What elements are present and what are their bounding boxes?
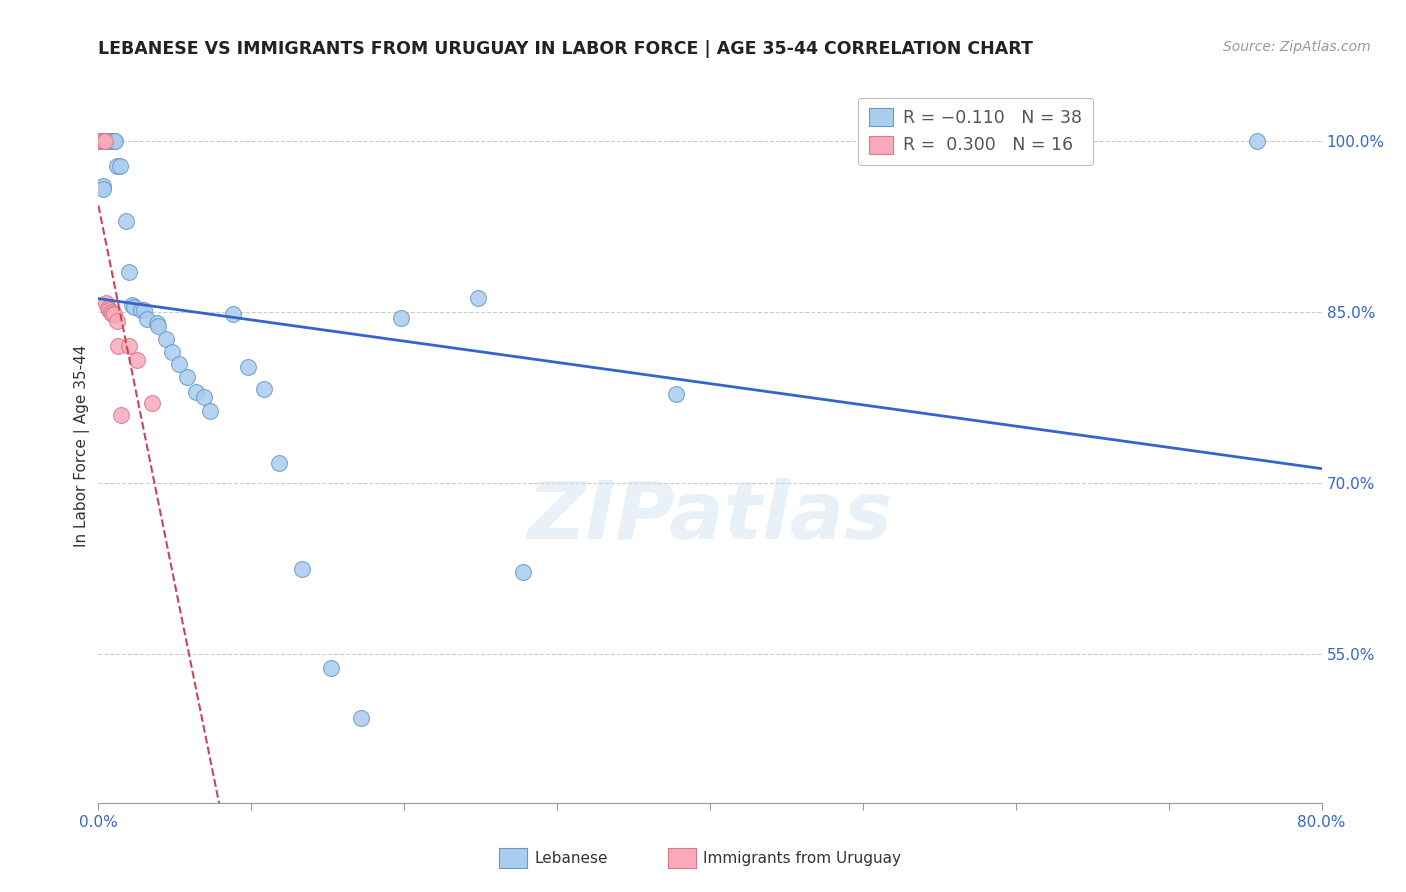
Point bbox=[267, 456, 290, 470]
Point bbox=[101, 307, 124, 321]
Point bbox=[160, 344, 183, 359]
Text: ZIPatlas: ZIPatlas bbox=[527, 478, 893, 557]
Point bbox=[198, 404, 221, 418]
Point bbox=[91, 181, 114, 195]
Point bbox=[105, 159, 128, 173]
Point bbox=[91, 179, 114, 194]
Point bbox=[89, 134, 111, 148]
Point bbox=[103, 307, 125, 321]
Point bbox=[91, 134, 114, 148]
Point bbox=[105, 314, 128, 328]
Point bbox=[238, 359, 260, 374]
Point bbox=[108, 159, 131, 173]
Point bbox=[89, 134, 111, 148]
Legend: R = −0.110   N = 38, R =  0.300   N = 16: R = −0.110 N = 38, R = 0.300 N = 16 bbox=[858, 98, 1092, 165]
Point bbox=[169, 357, 191, 371]
Y-axis label: In Labor Force | Age 35-44: In Labor Force | Age 35-44 bbox=[75, 345, 90, 547]
Text: LEBANESE VS IMMIGRANTS FROM URUGUAY IN LABOR FORCE | AGE 35-44 CORRELATION CHART: LEBANESE VS IMMIGRANTS FROM URUGUAY IN L… bbox=[98, 40, 1033, 58]
Point bbox=[118, 265, 141, 279]
Point bbox=[193, 391, 215, 405]
Point bbox=[101, 134, 124, 148]
Point bbox=[155, 332, 177, 346]
Point bbox=[141, 396, 163, 410]
Point bbox=[146, 318, 169, 333]
Point bbox=[110, 408, 132, 422]
Point bbox=[467, 291, 489, 305]
Point bbox=[98, 134, 121, 148]
Point bbox=[93, 134, 115, 148]
Point bbox=[115, 213, 138, 227]
Point bbox=[129, 302, 152, 317]
Point bbox=[125, 352, 148, 367]
Point bbox=[186, 384, 208, 399]
Point bbox=[389, 310, 412, 325]
Point bbox=[145, 316, 167, 330]
Point bbox=[319, 661, 342, 675]
Point bbox=[98, 302, 121, 317]
Point bbox=[100, 305, 122, 319]
Point bbox=[291, 562, 314, 576]
Point bbox=[90, 134, 112, 148]
Point bbox=[107, 339, 129, 353]
Point bbox=[136, 311, 159, 326]
Point bbox=[97, 134, 120, 148]
Point bbox=[222, 307, 245, 321]
Point bbox=[122, 300, 145, 314]
Point bbox=[134, 302, 156, 317]
Text: Lebanese: Lebanese bbox=[534, 852, 607, 866]
Point bbox=[118, 339, 141, 353]
Point bbox=[350, 711, 373, 725]
Point bbox=[104, 134, 127, 148]
Text: Immigrants from Uruguay: Immigrants from Uruguay bbox=[703, 852, 901, 866]
Point bbox=[1246, 134, 1268, 148]
Point bbox=[103, 134, 125, 148]
Text: Source: ZipAtlas.com: Source: ZipAtlas.com bbox=[1223, 40, 1371, 54]
Point bbox=[665, 387, 688, 401]
Point bbox=[512, 565, 534, 579]
Point bbox=[97, 301, 120, 316]
Point bbox=[176, 370, 198, 384]
Point bbox=[94, 295, 117, 310]
Point bbox=[252, 383, 274, 397]
Point bbox=[121, 298, 143, 312]
